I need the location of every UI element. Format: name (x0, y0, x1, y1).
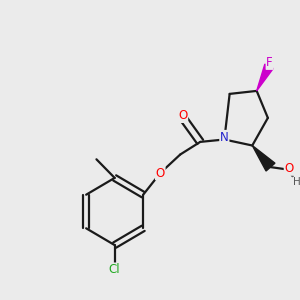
Polygon shape (257, 64, 273, 91)
Text: O: O (178, 109, 188, 122)
Text: O: O (284, 162, 294, 175)
Text: F: F (266, 56, 273, 69)
Text: H: H (293, 177, 300, 187)
Text: Cl: Cl (109, 263, 121, 276)
Text: N: N (220, 130, 229, 144)
Polygon shape (252, 146, 275, 171)
Text: O: O (156, 167, 165, 180)
